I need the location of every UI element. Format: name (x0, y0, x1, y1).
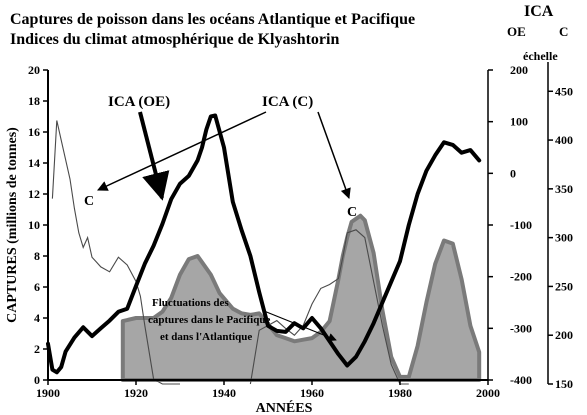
y-tick-label: 20 (28, 63, 40, 77)
y-tick-label: 4 (34, 311, 40, 325)
y-tick-label: 12 (28, 187, 40, 201)
oe-tick-label: -300 (510, 321, 532, 335)
catch-area (120, 213, 482, 382)
arrow-ica-c-right (317, 111, 351, 199)
oe-tick-label: -400 (510, 373, 532, 387)
ica-header-oe: OE (507, 24, 526, 39)
y-tick-label: 10 (28, 218, 40, 232)
x-tick-label: 1940 (212, 386, 236, 400)
ticks-layer: 0 2 4 6 8 10 12 14 16 18 20 1900 1920 1940 1960 1980 200… (28, 63, 573, 400)
chart-subtitle: Indices du climat atmosphérique de Klyas… (10, 31, 339, 48)
fluctuations-label-3: et dans l'Atlantique (160, 331, 252, 343)
fluctuations-label-2: captures dans le Pacifique (148, 314, 270, 326)
ica-c-line-segment-2 (249, 229, 409, 385)
oe-tick-label: 200 (510, 63, 528, 77)
annotation-ica-oe: ICA (OE) (108, 94, 170, 110)
arrow-ica-oe (138, 111, 170, 201)
oe-tick-label: -100 (510, 218, 532, 232)
y-tick-label: 14 (28, 156, 40, 170)
oe-tick-label: -200 (510, 270, 532, 284)
x-tick-label: 1920 (124, 386, 148, 400)
ica-oe-layer (46, 113, 482, 375)
y-axis-label: CAPTURES (millions de tonnes) (5, 127, 20, 323)
x-tick-label: 1960 (300, 386, 324, 400)
c-tick-label: 350 (555, 182, 573, 196)
y-tick-label: 18 (28, 94, 40, 108)
c-tick-label: 400 (555, 133, 573, 147)
x-axis-label: ANNÉES (256, 399, 313, 415)
annotations: ICA (OE) ICA (C) C C Fluctuations des ca… (84, 94, 357, 343)
area-layer (120, 213, 482, 382)
oe-tick-label: 0 (510, 166, 516, 180)
annotation-c-right: C (347, 205, 357, 220)
c-tick-label: 200 (555, 328, 573, 342)
y-tick-label: 16 (28, 125, 40, 139)
fluctuations-label-1: Fluctuations des (152, 297, 229, 309)
arrow-fluctuations (263, 310, 337, 342)
x-tick-label: 2000 (476, 386, 500, 400)
c-tick-label: 150 (555, 377, 573, 391)
ica-header-c: C (559, 24, 568, 39)
y-tick-label: 2 (34, 342, 40, 356)
x-tick-label: 1900 (36, 386, 60, 400)
ica-header-scale: échelle (523, 49, 558, 63)
ica-oe-line (46, 113, 482, 375)
c-tick-label: 250 (555, 279, 573, 293)
c-tick-label: 450 (555, 84, 573, 98)
c-tick-label: 300 (555, 231, 573, 245)
y-tick-label: 0 (34, 373, 40, 387)
arrow-ica-c-left (97, 111, 267, 191)
y-tick-label: 8 (34, 249, 40, 263)
chart-title: Captures de poisson dans les océans Atla… (10, 11, 415, 28)
oe-tick-label: 100 (510, 115, 528, 129)
y-tick-label: 6 (34, 280, 40, 294)
ica-c-layer (51, 120, 409, 385)
annotation-c-left: C (84, 194, 94, 209)
x-tick-label: 1980 (388, 386, 412, 400)
ica-c-line-segment-1 (51, 120, 180, 385)
annotation-ica-c: ICA (C) (262, 94, 313, 110)
ica-header-title: ICA (524, 3, 554, 20)
